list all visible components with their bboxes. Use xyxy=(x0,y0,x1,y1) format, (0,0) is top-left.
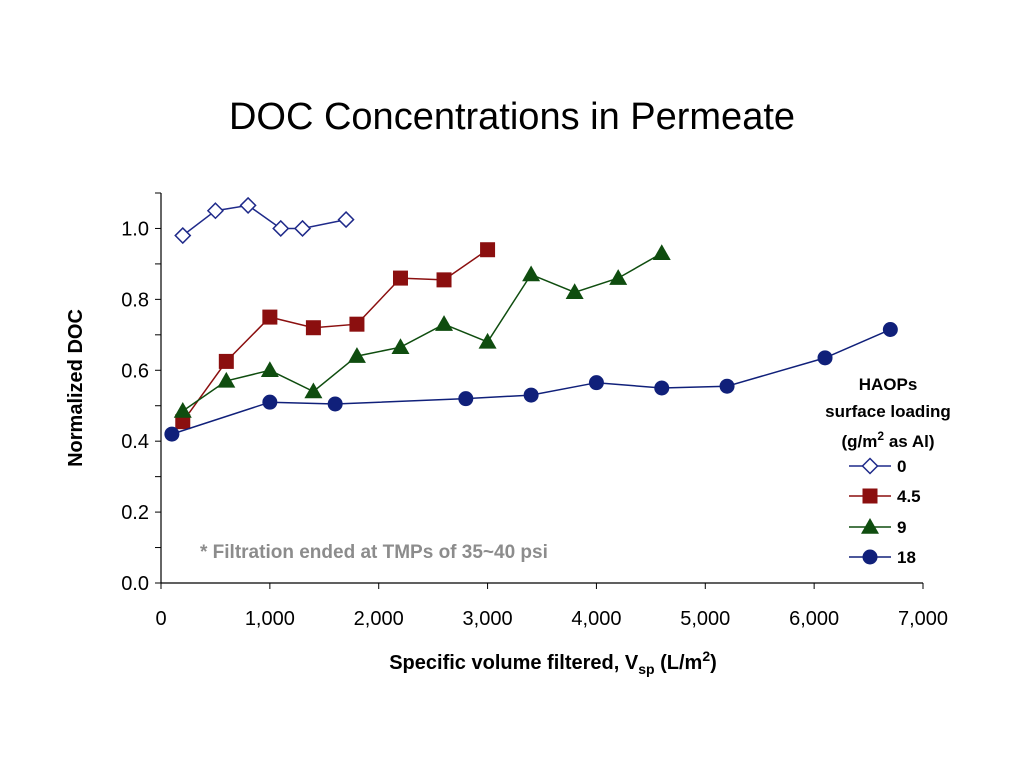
x-tick-label: 2,000 xyxy=(354,608,404,630)
legend-marker xyxy=(862,488,878,504)
x-tick-label: 3,000 xyxy=(463,608,513,630)
data-point xyxy=(719,378,735,394)
x-title-unit: (L/m xyxy=(655,652,703,674)
legend-item-0: 0 xyxy=(849,457,906,476)
x-tick-label: 4,000 xyxy=(571,608,621,630)
data-point xyxy=(391,338,410,354)
series-18 xyxy=(164,322,898,442)
series-0 xyxy=(174,196,355,245)
legend-item-9: 9 xyxy=(849,518,906,537)
data-point xyxy=(652,244,671,261)
x-title-subscript: sp xyxy=(638,661,654,677)
series-line xyxy=(171,328,891,435)
data-point xyxy=(392,270,408,286)
series-9 xyxy=(173,244,671,418)
data-point xyxy=(347,347,366,363)
series-layer xyxy=(164,196,898,442)
legend-title-line: surface loading xyxy=(825,402,951,421)
data-point xyxy=(523,387,539,403)
data-point xyxy=(293,219,312,238)
y-tick-label: 0.4 xyxy=(121,431,149,453)
data-point xyxy=(435,315,454,331)
x-title-main: Specific volume filtered, V xyxy=(389,652,639,674)
data-point xyxy=(175,414,191,430)
series-line xyxy=(182,252,663,412)
data-point xyxy=(305,320,321,336)
data-point xyxy=(327,396,343,412)
data-point xyxy=(304,382,323,399)
data-point xyxy=(817,350,833,366)
data-point xyxy=(458,391,474,407)
data-point xyxy=(436,272,452,288)
legend-unit-end: as Al) xyxy=(884,432,934,451)
data-point xyxy=(262,394,278,410)
data-point xyxy=(337,211,355,229)
data-point xyxy=(174,226,192,245)
y-tick-label: 0.6 xyxy=(121,360,149,382)
legend-label: 9 xyxy=(897,518,906,537)
data-point xyxy=(218,353,234,369)
x-tick-label: 6,000 xyxy=(789,608,839,630)
data-point xyxy=(588,375,604,391)
x-tick-label: 1,000 xyxy=(245,608,295,630)
legend-item-18: 18 xyxy=(849,548,916,567)
data-point xyxy=(522,265,541,282)
x-tick-label: 5,000 xyxy=(680,608,730,630)
legend-title-line: HAOPs xyxy=(859,375,918,394)
x-title-superscript: 2 xyxy=(702,648,710,664)
data-point xyxy=(164,426,180,442)
data-point xyxy=(882,322,898,337)
legend-marker xyxy=(861,457,879,475)
data-point xyxy=(565,283,584,300)
x-tick-label: 7,000 xyxy=(898,608,948,630)
axes: 0.0 0.2 0.4 0.6 0.8 1.0 0 1,000 2,000 3,000 4,000 5… xyxy=(121,192,948,630)
y-tick-label: 0.8 xyxy=(121,289,149,311)
data-point xyxy=(217,371,236,388)
y-axis-title: Normalized DOC xyxy=(65,309,87,467)
legend-label: 18 xyxy=(897,548,916,567)
y-tick-label: 1.0 xyxy=(121,218,149,240)
data-point xyxy=(478,332,497,349)
y-tick-label: 0.2 xyxy=(121,502,149,524)
data-point xyxy=(206,202,224,220)
data-point xyxy=(239,196,257,214)
legend-label: 0 xyxy=(897,457,906,476)
data-point xyxy=(480,242,496,258)
legend-item-4-5: 4.5 xyxy=(849,487,921,506)
x-title-end: ) xyxy=(710,652,717,674)
data-point xyxy=(609,269,628,285)
data-point xyxy=(654,380,670,396)
legend-marker xyxy=(861,518,879,534)
x-tick-label: 0 xyxy=(155,608,166,630)
x-axis-title: Specific volume filtered, Vsp (L/m2) xyxy=(389,648,717,677)
legend-unit-start: (g/m xyxy=(842,432,878,451)
chart-title: DOC Concentrations in Permeate xyxy=(228,96,796,138)
series-4-5 xyxy=(175,242,496,430)
data-point xyxy=(349,316,365,332)
legend-marker xyxy=(862,549,878,565)
legend: HAOPs surface loading (g/m2 as Al) 0 4.5 9 18 xyxy=(825,375,951,567)
series-line xyxy=(182,204,347,237)
filtration-note: * Filtration ended at TMPs of 35~40 psi xyxy=(200,542,548,563)
data-point xyxy=(260,361,279,378)
data-point xyxy=(272,219,290,238)
y-tick-label: 0.0 xyxy=(121,573,149,595)
data-point xyxy=(173,402,192,418)
legend-unit-sup: 2 xyxy=(877,429,884,443)
legend-title-unit: (g/m2 as Al) xyxy=(842,429,935,451)
data-point xyxy=(262,309,278,325)
legend-label: 4.5 xyxy=(897,487,921,506)
